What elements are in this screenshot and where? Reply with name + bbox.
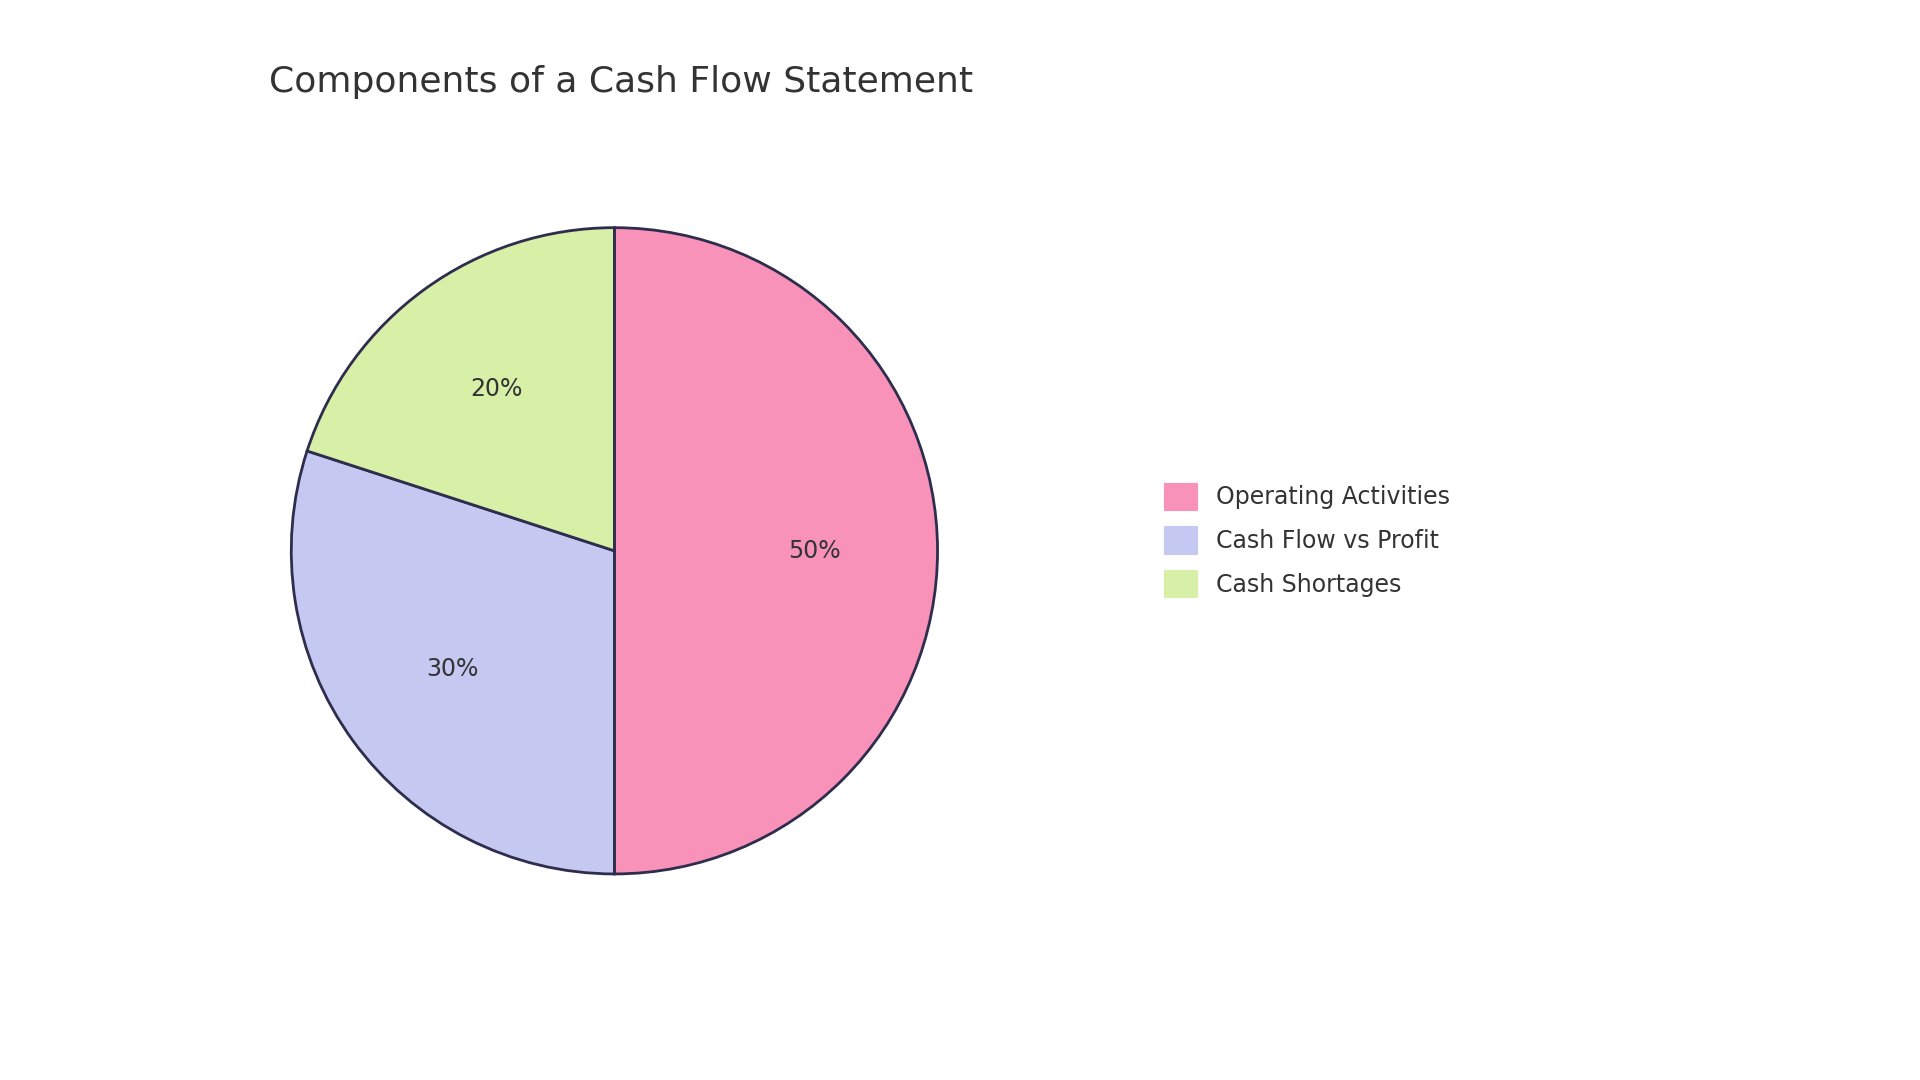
Legend: Operating Activities, Cash Flow vs Profit, Cash Shortages: Operating Activities, Cash Flow vs Profi… — [1164, 483, 1450, 597]
Text: 30%: 30% — [426, 657, 478, 680]
Text: Components of a Cash Flow Statement: Components of a Cash Flow Statement — [269, 65, 973, 98]
Wedge shape — [292, 451, 614, 874]
Wedge shape — [614, 228, 937, 874]
Text: 50%: 50% — [789, 539, 841, 563]
Wedge shape — [307, 228, 614, 551]
Text: 20%: 20% — [470, 377, 522, 401]
